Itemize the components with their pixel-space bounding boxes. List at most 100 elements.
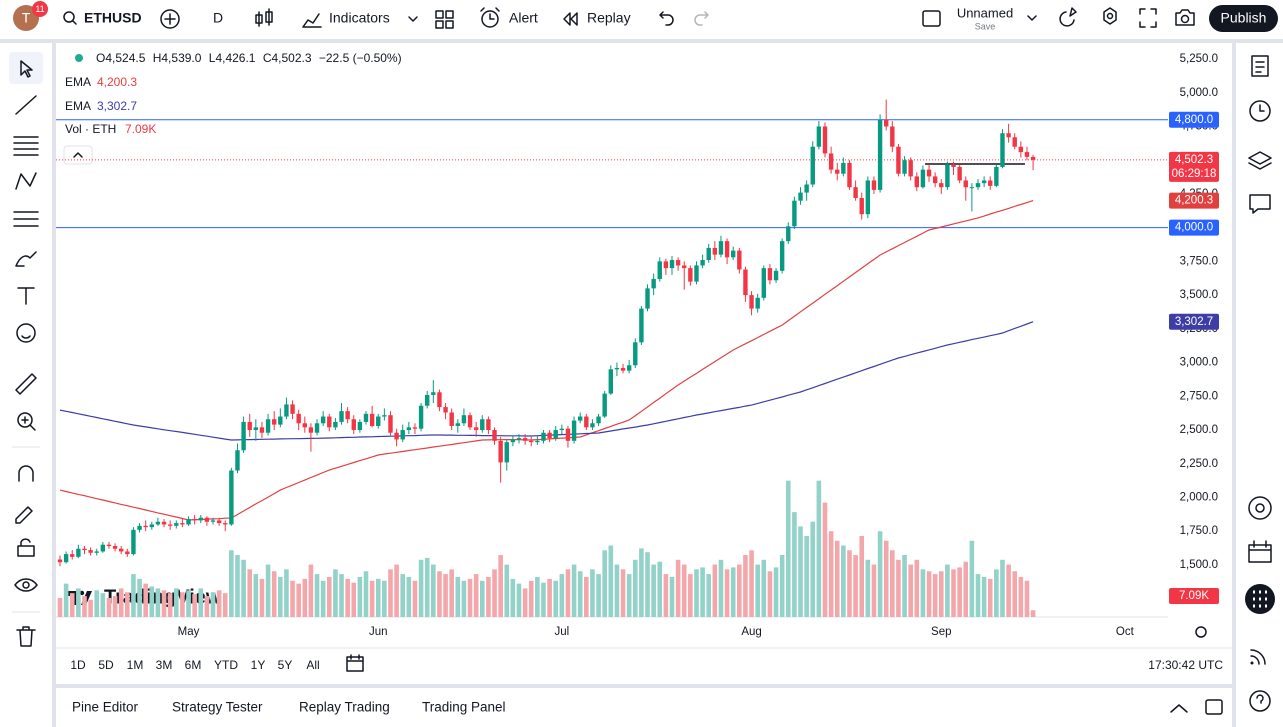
interval-button[interactable]: D bbox=[213, 10, 223, 26]
date-range-button[interactable] bbox=[346, 654, 364, 672]
calendar-button[interactable] bbox=[1248, 540, 1272, 563]
ema-line bbox=[59, 200, 1034, 521]
layout-button[interactable] bbox=[435, 10, 454, 29]
candle-body bbox=[571, 420, 577, 441]
magnet-tool[interactable] bbox=[18, 465, 34, 482]
panel-maximize-button[interactable] bbox=[1205, 699, 1223, 715]
axis-settings-button[interactable] bbox=[1195, 626, 1207, 638]
volume-bar bbox=[987, 578, 993, 617]
candle-body bbox=[516, 438, 522, 440]
ruler-tool[interactable] bbox=[15, 373, 37, 395]
candle-body bbox=[626, 365, 632, 371]
top-toolbar bbox=[0, 0, 1283, 39]
help-button[interactable] bbox=[1249, 690, 1271, 712]
replay-button[interactable]: Replay bbox=[563, 10, 631, 26]
redo-button[interactable] bbox=[694, 11, 709, 26]
ema-last-label-bg bbox=[1169, 313, 1219, 330]
cursor-tool[interactable] bbox=[20, 60, 33, 78]
volume-bar bbox=[112, 596, 118, 617]
last-price-label-bg bbox=[1169, 151, 1219, 182]
prediction-tool[interactable] bbox=[13, 211, 39, 227]
ideas-button[interactable] bbox=[1248, 496, 1272, 520]
alerts-button[interactable] bbox=[1249, 100, 1271, 122]
chart-type-button[interactable] bbox=[255, 8, 273, 27]
volume-bar bbox=[834, 540, 840, 617]
replay-label: Replay bbox=[587, 10, 631, 26]
lock-tool[interactable] bbox=[17, 538, 35, 557]
volume-bar bbox=[180, 592, 185, 617]
collapse-legend-button[interactable] bbox=[63, 145, 93, 165]
text-tool[interactable] bbox=[17, 287, 35, 305]
badge-count: 11 bbox=[35, 4, 44, 14]
panel-tabs: Pine Editor Strategy Tester Replay Trading… bbox=[72, 700, 506, 715]
volume-bar bbox=[761, 559, 767, 617]
trend-line-tool[interactable] bbox=[15, 95, 37, 115]
delete-tool[interactable] bbox=[16, 626, 36, 647]
brush-tool[interactable] bbox=[15, 251, 37, 267]
range-button[interactable]: 5Y bbox=[278, 658, 293, 672]
settings-button[interactable] bbox=[1103, 7, 1117, 25]
legend-open: O4,524.5 bbox=[96, 51, 146, 65]
range-button[interactable]: 1M bbox=[127, 658, 144, 672]
stream-button[interactable] bbox=[1250, 649, 1266, 665]
range-button[interactable]: 1D bbox=[70, 658, 86, 672]
undo-button[interactable] bbox=[659, 11, 674, 26]
x-tick-label: Aug bbox=[741, 626, 761, 638]
panel-tab[interactable]: Strategy Tester bbox=[172, 700, 263, 715]
range-button[interactable]: 5D bbox=[98, 658, 114, 672]
fib-tool[interactable] bbox=[13, 136, 39, 156]
panel-tab[interactable]: Pine Editor bbox=[72, 700, 139, 715]
draw-mode-tool[interactable] bbox=[15, 506, 33, 524]
candle-body bbox=[584, 416, 589, 428]
volume-bar bbox=[743, 555, 748, 617]
symbol-search[interactable]: ETHUSD bbox=[63, 10, 142, 26]
compare-button[interactable] bbox=[160, 9, 180, 29]
range-button[interactable]: 1Y bbox=[251, 658, 266, 672]
candle-body bbox=[602, 393, 607, 417]
candle-body bbox=[712, 247, 718, 255]
y-tick-label: 3,500.0 bbox=[1180, 289, 1218, 301]
panel-expand-button[interactable] bbox=[1170, 704, 1188, 713]
collapse-chevron bbox=[73, 152, 83, 158]
volume-bar bbox=[253, 574, 259, 617]
emoji-tool[interactable] bbox=[16, 323, 36, 343]
candle-body bbox=[1018, 146, 1024, 153]
layout-chevron bbox=[1027, 15, 1037, 21]
candle-body bbox=[932, 176, 938, 184]
candle-body bbox=[779, 241, 785, 271]
visibility-tool[interactable] bbox=[14, 578, 38, 592]
range-button[interactable]: YTD bbox=[214, 658, 238, 672]
volume-bar bbox=[137, 578, 142, 617]
screenshot-button[interactable] bbox=[1175, 9, 1195, 26]
alert-button[interactable]: Alert bbox=[480, 7, 538, 28]
publish-button[interactable]: Publish bbox=[1209, 5, 1278, 32]
avatar[interactable]: T 11 bbox=[13, 1, 48, 31]
volume-bar bbox=[492, 569, 497, 617]
volume-bar bbox=[841, 545, 846, 617]
candle-body bbox=[339, 411, 344, 422]
quick-search-button[interactable] bbox=[1059, 7, 1077, 27]
volume-bar bbox=[1000, 559, 1005, 617]
chats-button[interactable] bbox=[1249, 194, 1271, 214]
layout-name[interactable]: Unnamed Save bbox=[922, 5, 1037, 31]
volume-bar bbox=[88, 599, 93, 617]
panel-tab[interactable]: Trading Panel bbox=[422, 700, 506, 715]
pattern-tool[interactable] bbox=[15, 172, 37, 190]
watchlist-button[interactable] bbox=[1251, 55, 1269, 77]
legend-value: 7.09K bbox=[125, 122, 156, 136]
zoom-tool[interactable] bbox=[17, 412, 33, 428]
volume-bar bbox=[486, 576, 491, 617]
data-window-button[interactable] bbox=[1248, 151, 1272, 170]
volume-bar bbox=[308, 564, 314, 617]
candle-body bbox=[106, 544, 112, 547]
candle-body bbox=[810, 146, 815, 185]
y-tick-label: 5,000.0 bbox=[1180, 87, 1218, 99]
range-button[interactable]: 6M bbox=[185, 658, 202, 672]
volume-bar bbox=[69, 593, 75, 617]
panel-tab[interactable]: Replay Trading bbox=[299, 700, 390, 715]
range-button[interactable]: 3M bbox=[156, 658, 173, 672]
volume-bar bbox=[516, 583, 522, 617]
indicators-button[interactable]: Indicators bbox=[302, 10, 418, 28]
range-button[interactable]: All bbox=[306, 658, 319, 672]
fullscreen-button[interactable] bbox=[1139, 8, 1157, 28]
